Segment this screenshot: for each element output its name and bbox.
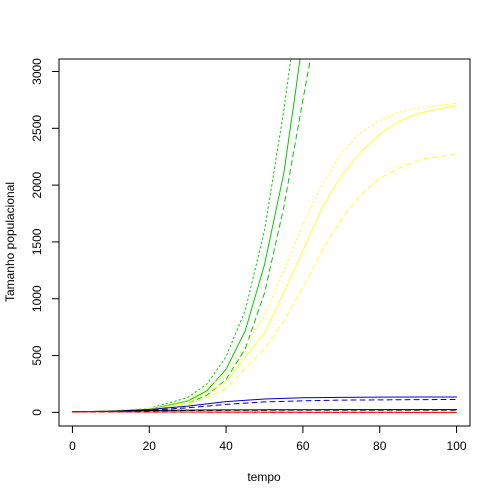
x-axis: 0 20 40 60 80 100 [69,425,467,453]
y-tick-label: 1500 [30,228,44,255]
series-line-4 [71,105,458,413]
series-line-6 [71,153,458,413]
y-tick-label: 2000 [30,171,44,198]
y-tick-label: 500 [30,345,44,365]
x-tick-label: 80 [373,439,387,453]
x-tick-label: 60 [296,439,310,453]
y-tick-label: 0 [30,409,44,416]
x-tick-label: 0 [69,439,76,453]
series-line-10 [71,409,458,413]
x-tick-label: 100 [447,439,467,453]
y-tick-label: 3000 [30,58,44,85]
y-tick-label: 2500 [30,115,44,142]
x-tick-label: 20 [143,439,157,453]
y-tick-label: 1000 [30,285,44,312]
y-axis: 0 500 1000 1500 2000 2500 3000 [30,58,60,416]
series-layer [71,59,458,413]
x-tick-label: 40 [219,439,233,453]
y-axis-title: Tamanho populacional [3,182,17,302]
x-axis-title: tempo [247,470,281,484]
series-line-2 [71,59,311,413]
series-line-12 [71,411,458,413]
series-line-7 [71,396,458,413]
